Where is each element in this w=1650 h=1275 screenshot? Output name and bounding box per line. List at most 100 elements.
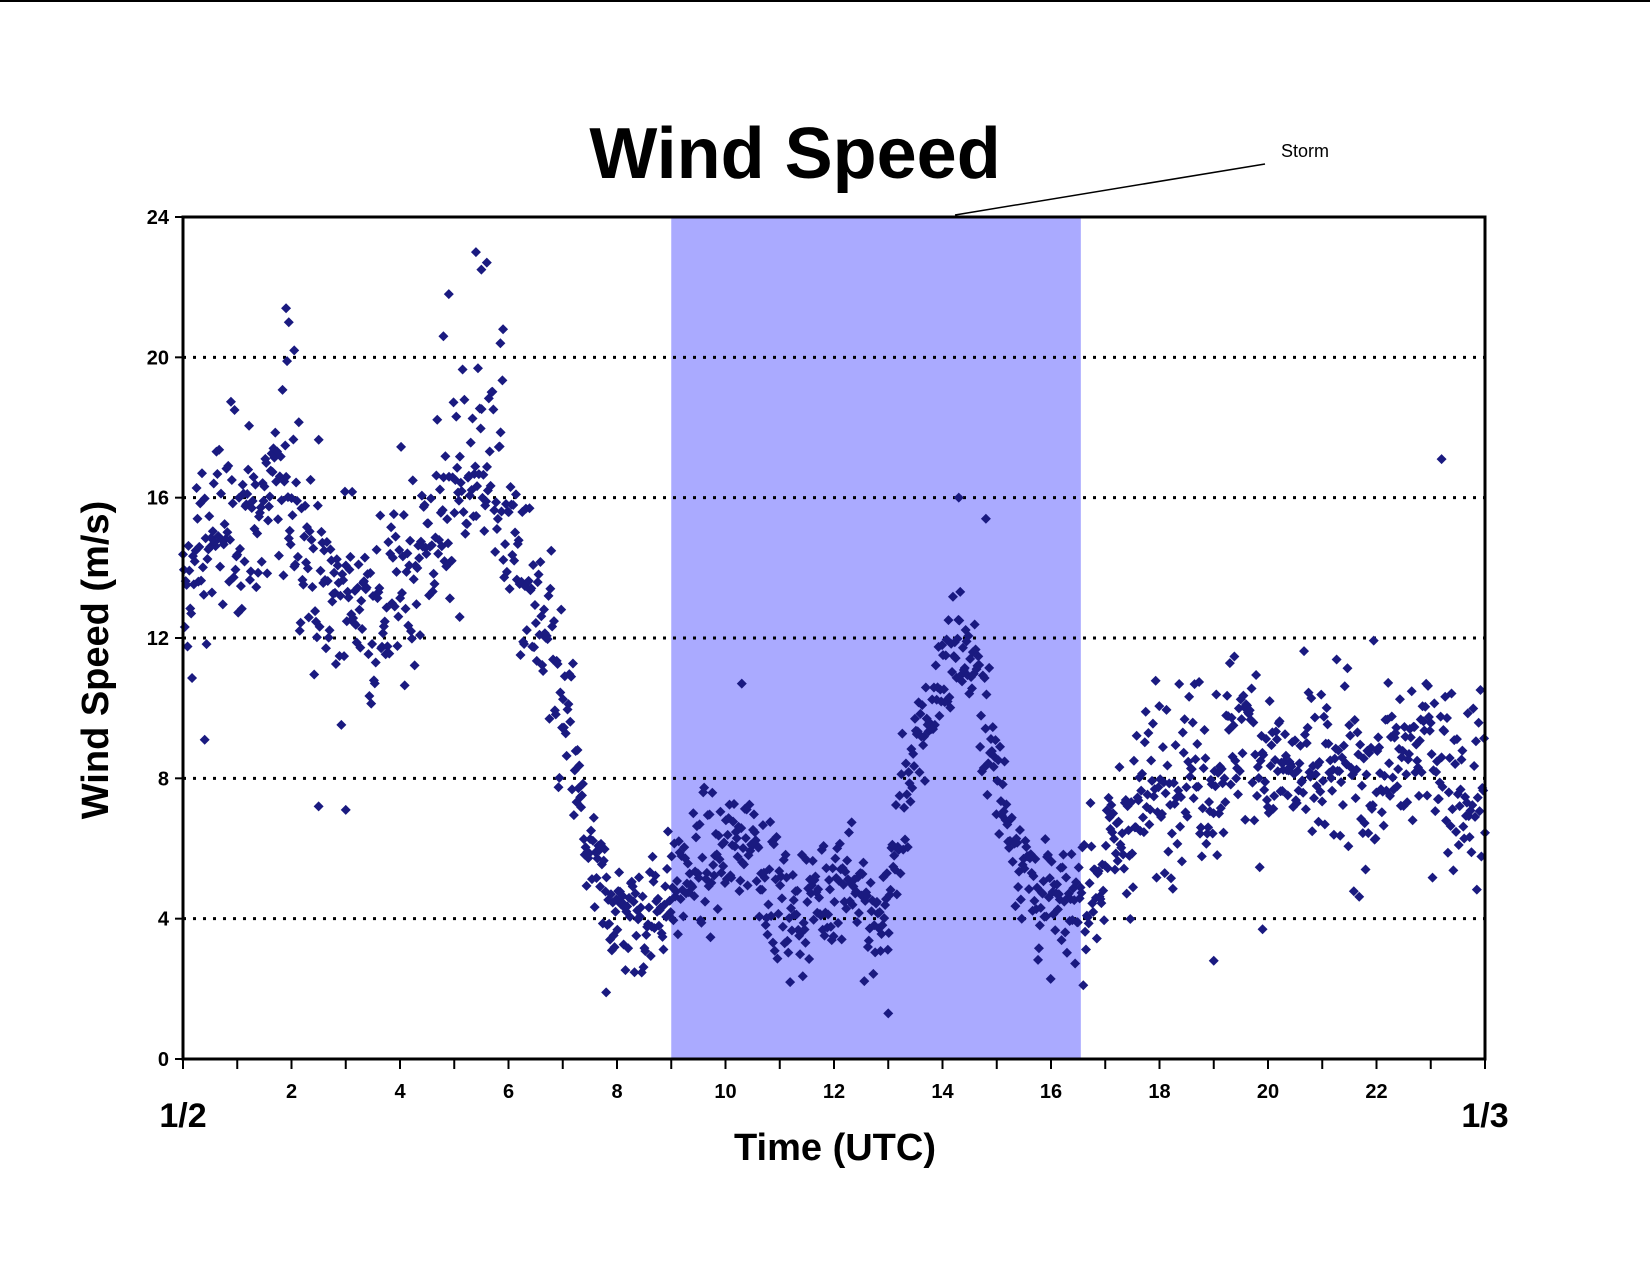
data-point bbox=[708, 860, 719, 871]
data-point bbox=[382, 641, 393, 652]
data-point bbox=[783, 947, 794, 958]
x-tick-label: 22 bbox=[1365, 1081, 1387, 1103]
data-point bbox=[427, 586, 438, 597]
data-point bbox=[735, 875, 746, 886]
data-point bbox=[460, 528, 471, 539]
data-point bbox=[217, 599, 228, 610]
data-point bbox=[833, 917, 844, 928]
data-point bbox=[631, 930, 642, 941]
data-point bbox=[345, 551, 356, 562]
data-point bbox=[270, 427, 281, 438]
data-point bbox=[375, 510, 386, 521]
data-point bbox=[1058, 849, 1069, 860]
data-point bbox=[306, 534, 317, 545]
data-point bbox=[1212, 850, 1223, 861]
data-point bbox=[706, 877, 717, 888]
data-point bbox=[1455, 784, 1466, 795]
data-point bbox=[1470, 736, 1481, 747]
data-point bbox=[1450, 759, 1461, 770]
data-point bbox=[1106, 800, 1117, 811]
data-point bbox=[662, 826, 673, 837]
data-point bbox=[510, 489, 521, 500]
data-point bbox=[478, 469, 489, 480]
data-point bbox=[199, 493, 210, 504]
data-point bbox=[442, 514, 453, 525]
data-point bbox=[757, 820, 768, 831]
data-point bbox=[736, 823, 747, 834]
data-point bbox=[287, 510, 298, 521]
data-point bbox=[457, 364, 468, 375]
data-point bbox=[567, 784, 578, 795]
data-point bbox=[1147, 718, 1158, 729]
data-point bbox=[305, 474, 316, 485]
data-point bbox=[327, 596, 338, 607]
data-point bbox=[548, 616, 559, 627]
data-point bbox=[813, 884, 824, 895]
data-point bbox=[1471, 884, 1482, 895]
data-point bbox=[285, 539, 296, 550]
data-point bbox=[237, 479, 248, 490]
data-point bbox=[653, 920, 664, 931]
data-point bbox=[1202, 828, 1213, 839]
data-point bbox=[1343, 841, 1354, 852]
data-point bbox=[1127, 848, 1138, 859]
data-point bbox=[1175, 792, 1186, 803]
data-point bbox=[628, 896, 639, 907]
data-point bbox=[568, 810, 579, 821]
data-point bbox=[953, 492, 964, 503]
data-point bbox=[1153, 782, 1164, 793]
data-point bbox=[760, 920, 771, 931]
data-point bbox=[538, 666, 549, 677]
data-point bbox=[1379, 770, 1390, 781]
data-point bbox=[1029, 895, 1040, 906]
data-point bbox=[1019, 863, 1030, 874]
y-tick-label: 12 bbox=[147, 628, 169, 650]
data-point bbox=[1393, 764, 1404, 775]
data-point bbox=[1195, 822, 1206, 833]
data-point bbox=[1376, 807, 1387, 818]
data-point bbox=[843, 827, 854, 838]
data-point bbox=[472, 363, 483, 374]
data-point bbox=[1363, 828, 1374, 839]
data-point bbox=[1268, 803, 1279, 814]
data-point bbox=[336, 719, 347, 730]
data-point bbox=[612, 924, 623, 935]
data-point bbox=[1084, 878, 1095, 889]
data-point bbox=[505, 481, 516, 492]
data-point bbox=[532, 577, 543, 588]
data-point bbox=[643, 902, 654, 913]
data-point bbox=[584, 848, 595, 859]
data-point bbox=[665, 907, 676, 918]
data-point bbox=[1315, 786, 1326, 797]
data-point bbox=[393, 611, 404, 622]
data-point bbox=[201, 639, 212, 650]
data-point bbox=[1163, 846, 1174, 857]
data-point bbox=[934, 710, 945, 721]
data-point bbox=[1061, 872, 1072, 883]
data-point bbox=[620, 965, 631, 976]
data-point bbox=[769, 945, 780, 956]
data-point bbox=[682, 858, 693, 869]
data-point bbox=[1265, 760, 1276, 771]
data-point bbox=[1236, 714, 1247, 725]
data-point bbox=[788, 895, 799, 906]
data-point bbox=[804, 954, 815, 965]
data-point bbox=[251, 582, 262, 593]
data-point bbox=[1258, 749, 1269, 760]
data-point bbox=[508, 500, 519, 511]
data-point bbox=[288, 434, 299, 445]
data-point bbox=[539, 604, 550, 615]
data-point bbox=[871, 896, 882, 907]
data-point bbox=[1322, 719, 1333, 730]
data-point bbox=[1159, 868, 1170, 879]
data-point bbox=[810, 871, 821, 882]
data-point bbox=[1425, 717, 1436, 728]
data-point bbox=[1451, 826, 1462, 837]
data-point bbox=[215, 561, 226, 572]
data-point bbox=[901, 789, 912, 800]
data-point bbox=[1179, 714, 1190, 725]
data-point bbox=[1198, 763, 1209, 774]
data-point bbox=[1140, 706, 1151, 717]
data-point bbox=[1219, 773, 1230, 784]
data-point bbox=[429, 578, 440, 589]
